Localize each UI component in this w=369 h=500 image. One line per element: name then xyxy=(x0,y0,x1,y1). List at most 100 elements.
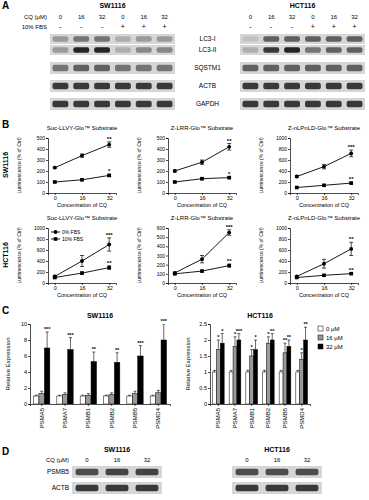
series-line xyxy=(55,175,109,182)
chart-title: Z-nLPnLD-Glo™ Substrate xyxy=(288,215,361,221)
tick: 600 xyxy=(157,225,168,231)
tick: 0 xyxy=(162,190,168,196)
lane-label: + xyxy=(353,23,357,30)
tick-mark xyxy=(46,228,48,229)
axis-line xyxy=(288,229,291,284)
tick-label: 16 xyxy=(321,285,327,291)
band xyxy=(136,83,152,90)
error-bar xyxy=(157,390,160,392)
tick-label: PSMB1 xyxy=(249,407,255,428)
blot-strip xyxy=(72,466,162,478)
blot-strip xyxy=(240,80,365,92)
error-bar xyxy=(217,340,220,350)
error-bar xyxy=(300,353,303,359)
band xyxy=(115,36,131,42)
tick-label: 0 xyxy=(296,195,299,201)
tick-label: 32 xyxy=(107,285,113,291)
tick: 300 xyxy=(37,157,48,163)
plot-area xyxy=(213,327,308,404)
tick: 6 xyxy=(24,353,30,359)
lane-label: - xyxy=(291,23,294,30)
significance: ** xyxy=(107,260,112,266)
tick-mark xyxy=(166,171,168,172)
marker xyxy=(173,271,177,275)
tick: 0 xyxy=(54,193,57,201)
tick: 200 xyxy=(279,179,290,185)
error-bar xyxy=(322,164,326,168)
band xyxy=(94,36,110,42)
error-bar xyxy=(230,370,233,372)
tick-label: 1.5 xyxy=(199,353,207,359)
tick-label: 0 xyxy=(42,190,45,196)
error-bar xyxy=(349,273,353,275)
tick: 16 xyxy=(321,283,327,291)
tick-mark xyxy=(166,138,168,139)
lane-label: 0 xyxy=(121,14,125,20)
band xyxy=(157,83,173,90)
tick-label: 1000 xyxy=(276,135,287,141)
marker xyxy=(295,175,299,179)
significance: *** xyxy=(44,326,51,332)
error-bar xyxy=(105,395,108,397)
plot-area xyxy=(53,142,111,184)
blot-title: HCT116 xyxy=(264,446,290,453)
tick-label: 0.5 xyxy=(199,385,207,391)
marker xyxy=(200,257,204,261)
bar xyxy=(254,350,258,404)
series-line xyxy=(175,147,229,171)
tick-label: PSMD4 xyxy=(299,407,305,428)
error-bar xyxy=(221,334,224,344)
series-line xyxy=(175,266,229,274)
lane-label: 0 xyxy=(85,457,89,463)
error-bar xyxy=(234,337,237,347)
row-label: SW1116 xyxy=(2,152,9,178)
significance: *** xyxy=(226,224,234,230)
tick: 32 xyxy=(227,193,233,201)
error-bar xyxy=(200,256,204,263)
bar xyxy=(104,396,109,404)
band xyxy=(157,36,173,42)
tick-label: PSMD4 xyxy=(155,407,161,428)
tick-label: 600 xyxy=(279,157,288,163)
tick: 800 xyxy=(37,236,48,242)
x-axis-title: Concentration of CQ xyxy=(57,202,108,208)
tick-label: 16 xyxy=(79,195,85,201)
marker xyxy=(322,165,326,169)
tick-mark xyxy=(111,404,112,406)
tick-label: 0 xyxy=(54,285,57,291)
tick-mark xyxy=(166,274,168,275)
significance: ** xyxy=(92,346,97,352)
marker xyxy=(173,180,177,184)
error-bar xyxy=(80,179,84,181)
band xyxy=(284,47,300,53)
row-label: PSMB5 xyxy=(47,468,69,475)
y-axis-title: Luminescence (% of Ctrl) xyxy=(136,137,142,193)
error-bar xyxy=(349,242,353,255)
error-bar xyxy=(322,259,326,268)
band xyxy=(157,47,173,53)
tick-label: 600 xyxy=(279,247,288,253)
significance: ** xyxy=(107,136,112,142)
error-bar xyxy=(246,370,249,372)
tick-mark xyxy=(166,193,168,194)
blot-strip xyxy=(50,62,175,74)
blot-title: SW1116 xyxy=(104,446,130,453)
tick: 2.5 xyxy=(199,321,210,327)
y-axis-title: Relative Expression xyxy=(5,337,11,390)
significance: * xyxy=(301,347,304,353)
band xyxy=(115,83,131,90)
tick-mark xyxy=(208,324,210,325)
tick: 32 xyxy=(107,283,113,291)
tick: 400 xyxy=(157,146,168,152)
error-bar xyxy=(116,353,119,363)
tick: PSMD4 xyxy=(299,404,305,429)
error-bar xyxy=(287,340,290,346)
tick-mark xyxy=(28,404,30,405)
x-axis: 01632 xyxy=(49,283,117,291)
tick-mark xyxy=(46,283,48,284)
lane-label: 16 xyxy=(330,14,337,20)
blot-strip xyxy=(240,45,365,55)
tick: 200 xyxy=(37,168,48,174)
tick-mark xyxy=(158,404,159,406)
significance: *** xyxy=(67,332,74,338)
